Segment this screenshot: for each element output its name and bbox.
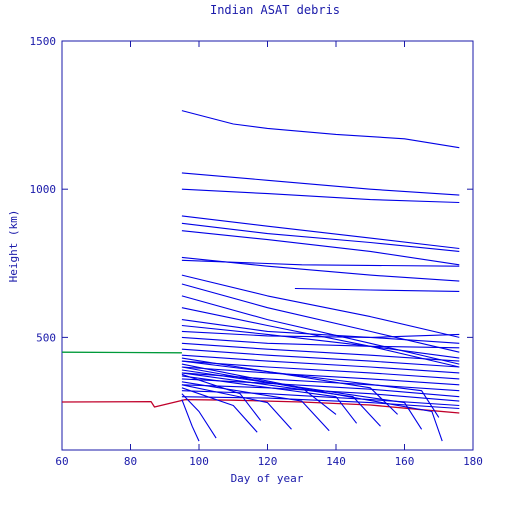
x-tick-label: 60 [55, 455, 68, 468]
x-tick-label: 120 [258, 455, 278, 468]
y-tick-label: 1500 [30, 35, 57, 48]
green-series-line [61, 351, 182, 354]
debris-series-line [181, 319, 460, 344]
tick-layer: 60 80 100 120 140 160 180 500 1000 1500 [30, 35, 483, 468]
debris-series-line [181, 396, 460, 410]
debris-series-line [181, 336, 460, 349]
debris-series-line [181, 384, 292, 430]
debris-series-line [181, 230, 460, 266]
debris-series-line [181, 215, 460, 250]
debris-series-line [294, 287, 460, 292]
debris-series-line [181, 372, 381, 427]
debris-series-line [181, 393, 217, 439]
debris-series-line [181, 324, 460, 359]
debris-series-line [181, 399, 200, 442]
y-tick-label: 1000 [30, 183, 57, 196]
debris-series-line [181, 373, 262, 421]
series-layer [61, 110, 460, 442]
debris-series-line [181, 110, 460, 149]
debris-series-line [181, 295, 460, 365]
debris-series-line [181, 366, 460, 386]
y-tick-label: 500 [36, 331, 56, 344]
plot-frame [61, 40, 474, 451]
debris-series-line [181, 363, 337, 415]
x-tick-label: 140 [326, 455, 346, 468]
x-tick-label: 100 [189, 455, 209, 468]
debris-series-line [181, 381, 330, 432]
debris-series-line [181, 384, 460, 402]
debris-series-line [181, 357, 398, 415]
x-tick-label: 80 [124, 455, 137, 468]
x-tick-label: 160 [395, 455, 415, 468]
debris-series-line [181, 390, 460, 407]
x-axis-label: Day of year [231, 472, 304, 485]
x-tick-label: 180 [463, 455, 483, 468]
debris-series-line [181, 307, 460, 368]
debris-series-line [181, 378, 460, 398]
debris-series-line [181, 354, 460, 374]
debris-series-line [181, 283, 460, 353]
debris-series-line [181, 387, 258, 433]
chart-title: Indian ASAT debris [210, 3, 340, 17]
debris-series-line [181, 342, 460, 362]
debris-series-line [181, 172, 460, 196]
debris-series-line [181, 366, 443, 442]
debris-series-line [181, 348, 460, 368]
debris-series-line [181, 330, 460, 338]
debris-series-line [181, 256, 460, 282]
debris-series-line [181, 274, 460, 338]
y-axis-label: Height (km) [7, 210, 20, 283]
debris-series-line [181, 222, 460, 252]
debris-series-line [181, 369, 423, 430]
debris-series-line [181, 375, 358, 424]
debris-series-line [181, 188, 460, 204]
debris-series-line [181, 360, 460, 380]
red-series-line [61, 398, 460, 414]
